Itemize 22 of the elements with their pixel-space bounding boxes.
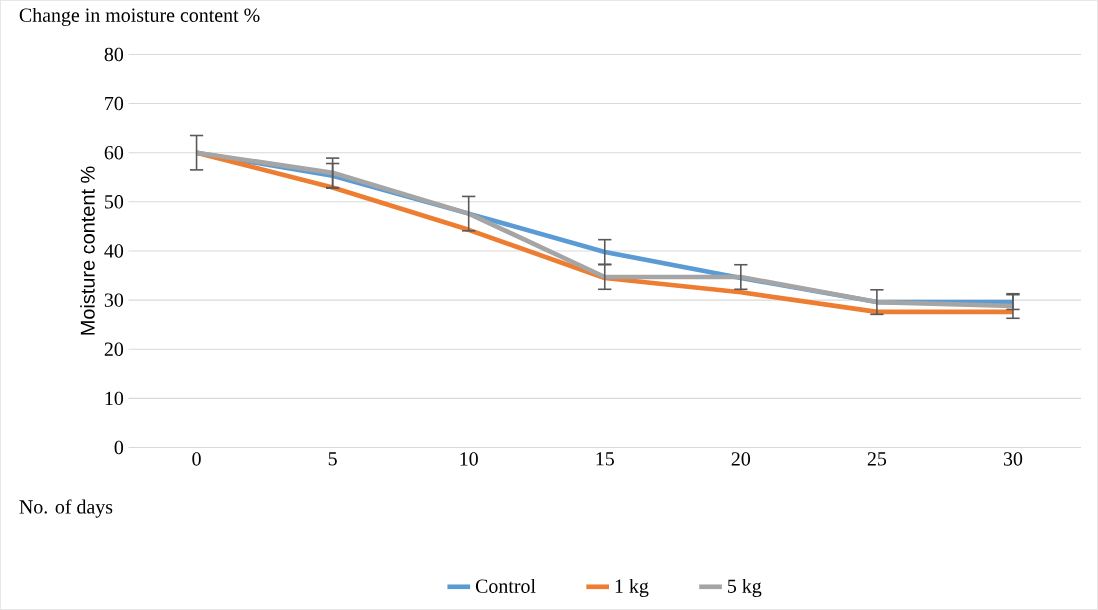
x-tick-label: 5 (328, 452, 337, 466)
legend-label: Control (475, 578, 536, 593)
chart-title: Change in moisture content % (19, 7, 260, 27)
y-tick-label: 40 (104, 244, 124, 258)
y-tick-label: 70 (105, 96, 124, 111)
x-tick-label: 15 (596, 452, 614, 466)
y-tick-label: 10 (105, 391, 124, 406)
y-tick-label: 50 (105, 195, 124, 209)
x-axis-title: No. of days (19, 499, 113, 518)
legend-label: 5 kg (728, 578, 762, 597)
x-tick-label: 20 (731, 452, 751, 466)
y-tick-label: 0 (114, 440, 124, 455)
y-tick-label: 20 (104, 342, 124, 356)
y-axis-title: Moisture content % (80, 166, 95, 335)
x-tick-label: 10 (460, 452, 478, 466)
y-tick-label: 60 (104, 145, 124, 160)
x-tick-label: 0 (192, 452, 201, 466)
x-tick-label: 25 (867, 452, 887, 466)
legend-label: 1 kg (615, 578, 649, 597)
y-tick-label: 80 (104, 47, 124, 62)
x-tick-label: 30 (1003, 452, 1023, 466)
y-tick-label: 30 (104, 293, 124, 307)
